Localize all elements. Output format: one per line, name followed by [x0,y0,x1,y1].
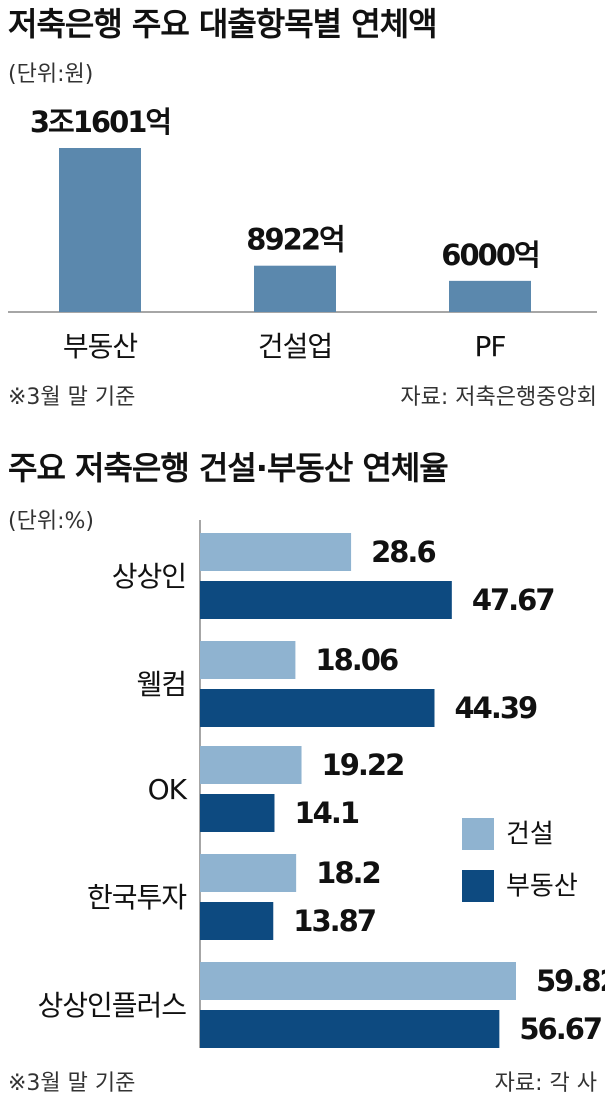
bar [200,533,352,571]
value-label: 6000억 [441,238,538,272]
bar [200,641,296,679]
bar [200,1010,500,1048]
unit: (단위:%) [8,509,94,534]
bar [200,902,274,940]
value-label: 14.1 [294,796,358,830]
bar [59,148,141,312]
unit: (단위:원) [8,62,93,87]
y-tick-label: 상상인 [112,560,186,593]
legend-swatch [462,818,494,850]
bar [200,581,452,619]
value-label: 13.87 [293,904,375,938]
x-tick-label: 건설업 [258,330,332,363]
y-tick-label: 한국투자 [87,881,186,914]
x-tick-label: PF [475,330,506,363]
bar [200,962,516,1000]
value-label: 59.82 [536,964,605,998]
value-label: 19.22 [322,748,404,782]
value-label: 28.6 [371,535,435,569]
value-label: 56.67 [519,1012,601,1046]
value-label: 3조1601억 [30,105,170,139]
legend-label: 부동산 [506,872,578,902]
legend-swatch [462,870,494,902]
legend-label: 건설 [506,820,554,850]
source: 자료: 저축은행중앙회 [400,385,597,410]
chart-title: 주요 저축은행 건설·부동산 연체율 [8,449,448,487]
value-label: 44.39 [454,691,537,725]
x-tick-label: 부동산 [63,330,138,363]
y-tick-label: OK [148,773,188,806]
bar [254,265,336,312]
chart-title: 저축은행 주요 대출항목별 연체액 [8,5,437,43]
source: 자료: 각 사 [495,1071,597,1096]
bar [200,746,302,784]
value-label: 18.2 [316,856,380,890]
bar [200,794,275,832]
footnote: ※3월 말 기준 [8,1071,135,1096]
bar [200,854,297,892]
value-label: 47.67 [472,583,554,617]
bar [200,689,435,727]
y-tick-label: 상상인플러스 [37,989,186,1022]
value-label: 18.06 [315,643,398,677]
bar [449,280,531,312]
y-tick-label: 웰컴 [136,668,186,701]
value-label: 8922억 [246,223,343,257]
footnote: ※3월 말 기준 [8,385,135,410]
